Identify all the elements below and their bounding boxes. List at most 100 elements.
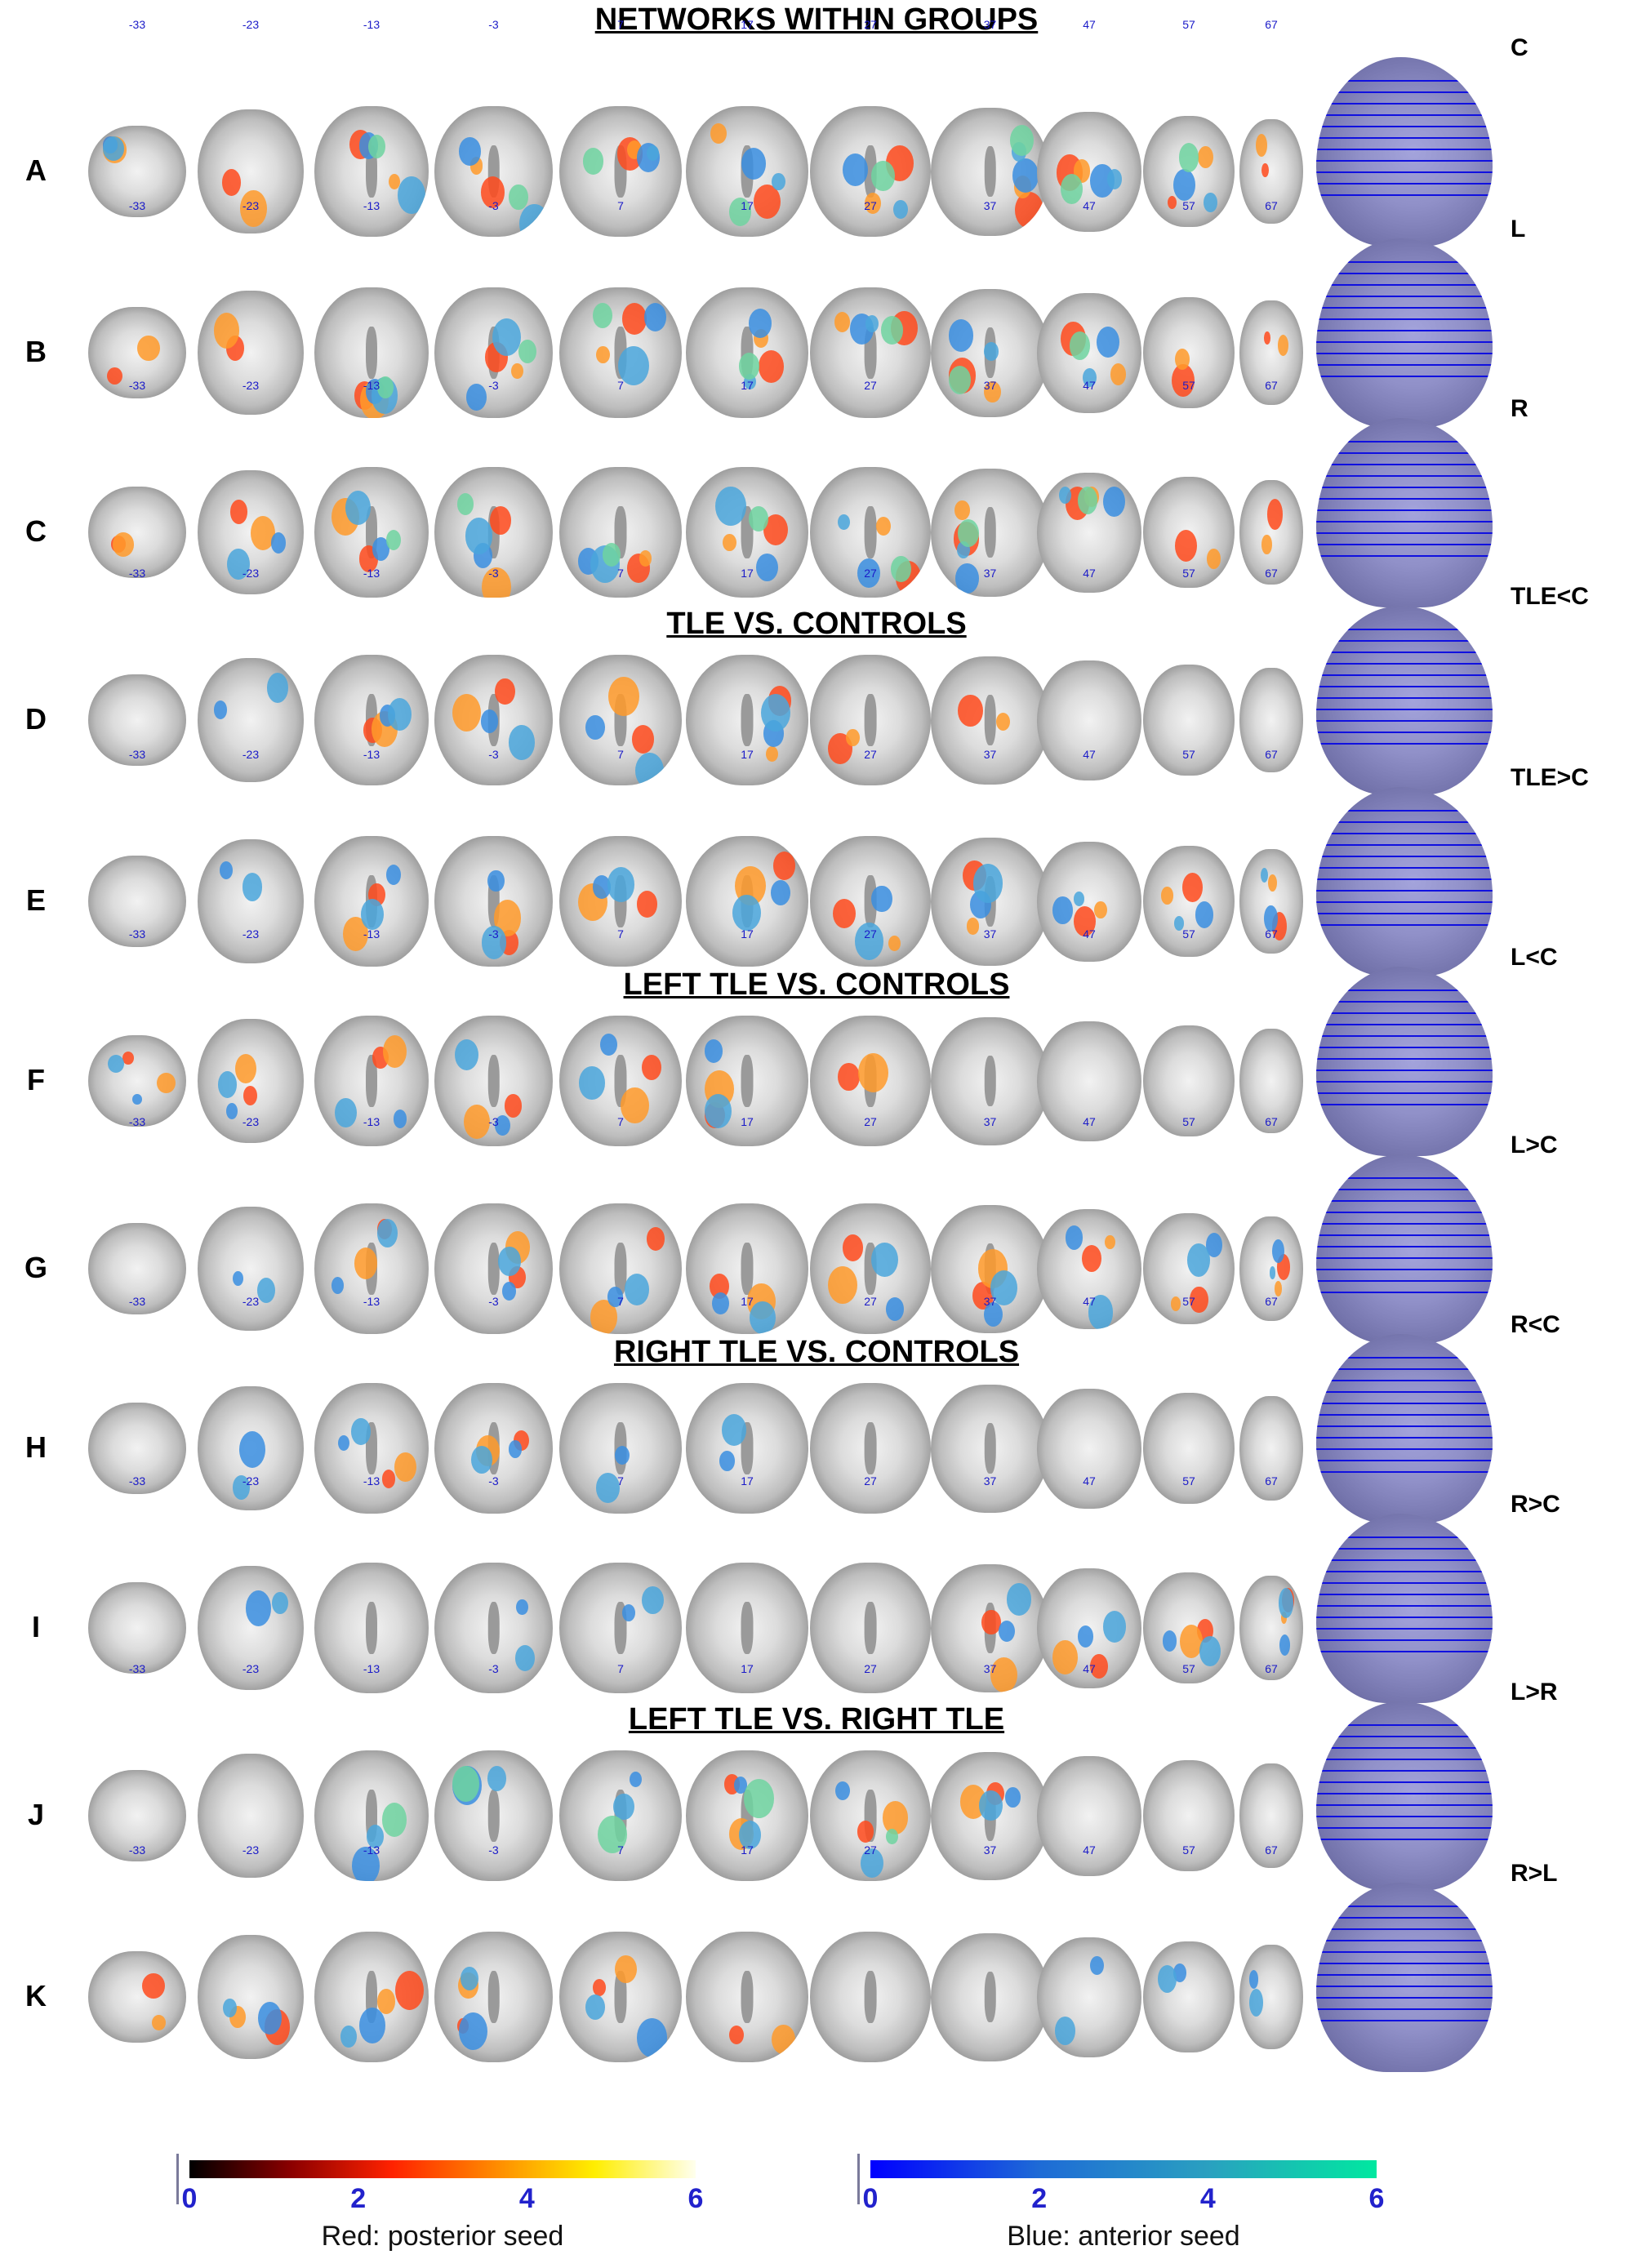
slice-position-line (1316, 1234, 1493, 1236)
contrast-label: C (1511, 34, 1528, 61)
slice-position-label: 17 (741, 1843, 754, 1857)
slice-position-label: 7 (617, 199, 624, 212)
red-activation (137, 335, 160, 361)
ventricle (741, 1602, 754, 1654)
red-activation (1175, 530, 1198, 563)
green-overlap (1178, 142, 1199, 172)
blue-activation (1106, 169, 1122, 189)
green-overlap (452, 1766, 480, 1803)
colorbar-axis (176, 2154, 179, 2204)
slice-position-line (1316, 1047, 1493, 1048)
red-activation (636, 891, 657, 918)
slice-position-line (1316, 261, 1493, 263)
slice-position-line (1316, 318, 1493, 320)
slice-position-label: -3 (488, 927, 499, 941)
slice-position-label: 7 (617, 1662, 624, 1675)
colorbar-caption: Red: posterior seed (321, 2221, 564, 2252)
axial-brain-slice (88, 1403, 186, 1494)
slice-position-line (1316, 498, 1493, 500)
blue-activation (984, 342, 999, 362)
sagittal-overlay (1316, 1334, 1493, 1523)
green-overlap (592, 303, 612, 328)
red-activation (1110, 363, 1126, 385)
slice-position-line (1316, 80, 1493, 82)
blue-activation (226, 1103, 238, 1120)
red-activation (888, 935, 901, 951)
blue-activation (871, 885, 892, 913)
axial-brain-slice (434, 287, 553, 418)
ventricle (614, 1243, 627, 1295)
red-activation (838, 1062, 860, 1092)
slice-position-line (1316, 1827, 1493, 1829)
blue-activation (948, 319, 974, 352)
blue-activation (1172, 169, 1195, 202)
axial-brain-slice (686, 467, 808, 598)
axial-brain-slice (434, 467, 553, 598)
slice-position-line (1316, 1001, 1493, 1003)
slice-position-line (1316, 1986, 1493, 1987)
slice-position-line (1316, 1651, 1493, 1652)
slice-position-line (1316, 1770, 1493, 1772)
slice-position-line (1316, 1951, 1493, 1953)
blue-activation (1054, 2016, 1076, 2045)
blue-activation (842, 153, 869, 186)
red-activation (1274, 1281, 1283, 1296)
axial-brain-slice (559, 467, 682, 598)
axial-brain-slice (314, 1750, 429, 1881)
blue-activation (607, 1287, 623, 1308)
slice-position-line (1316, 1747, 1493, 1749)
blue-activation (223, 1998, 238, 2018)
blue-activation (755, 553, 778, 582)
sagittal-reference-view (1316, 787, 1493, 976)
axial-brain-slice (1239, 1396, 1303, 1501)
red-activation (113, 532, 135, 557)
blue-activation (1102, 1611, 1126, 1643)
axial-brain-slice (198, 1019, 304, 1143)
colorbar-tick: 2 (350, 2183, 367, 2214)
red-activation (1170, 1296, 1181, 1311)
slice-position-label: 17 (741, 567, 754, 580)
blue-activation (990, 1270, 1017, 1305)
blue-activation (519, 204, 550, 237)
red-activation (452, 694, 481, 732)
blue-activation (748, 308, 772, 339)
axial-brain-slice (810, 287, 931, 418)
slice-position-line (1316, 913, 1493, 914)
axial-brain-slice (1037, 292, 1141, 413)
axial-brain-slice (810, 836, 931, 967)
blue-activation (487, 869, 505, 892)
axial-brain-slice (686, 1016, 808, 1146)
axial-brain-slice (198, 1935, 304, 2059)
red-activation (614, 1954, 637, 1984)
slice-position-label: 7 (617, 1474, 624, 1488)
slice-position-line (1316, 171, 1493, 173)
axial-brain-slice (1143, 1213, 1235, 1324)
slice-position-line (1316, 544, 1493, 545)
axial-brain-slice (686, 106, 808, 237)
red-activation (152, 2015, 166, 2031)
blue-activation (103, 136, 125, 161)
ventricle (864, 1602, 877, 1654)
red-activation (381, 1469, 396, 1488)
axial-brain-slice (1239, 480, 1303, 585)
blue-activation (256, 1277, 275, 1303)
slice-position-line (1316, 1582, 1493, 1584)
axial-brain-slice (559, 1383, 682, 1514)
slice-position-label: -23 (242, 1843, 260, 1857)
axial-brain-slice (198, 109, 304, 233)
red-activation (1179, 1624, 1203, 1658)
slice-position-line (1316, 1403, 1493, 1404)
slice-position-label: -23 (242, 18, 260, 31)
slice-position-label: 47 (1083, 567, 1096, 580)
slice-position-label: -3 (488, 1115, 499, 1128)
row-letter: I (31, 1610, 40, 1643)
slice-position-label: 47 (1083, 379, 1096, 392)
axial-brain-slice (559, 655, 682, 785)
red-activation (1082, 1244, 1102, 1273)
blue-activation (1096, 326, 1120, 358)
blue-activation (372, 537, 390, 562)
red-activation (1264, 331, 1271, 345)
slice-position-line (1316, 890, 1493, 892)
slice-position-label: 47 (1083, 1295, 1096, 1308)
row-letter: J (27, 1798, 45, 1831)
